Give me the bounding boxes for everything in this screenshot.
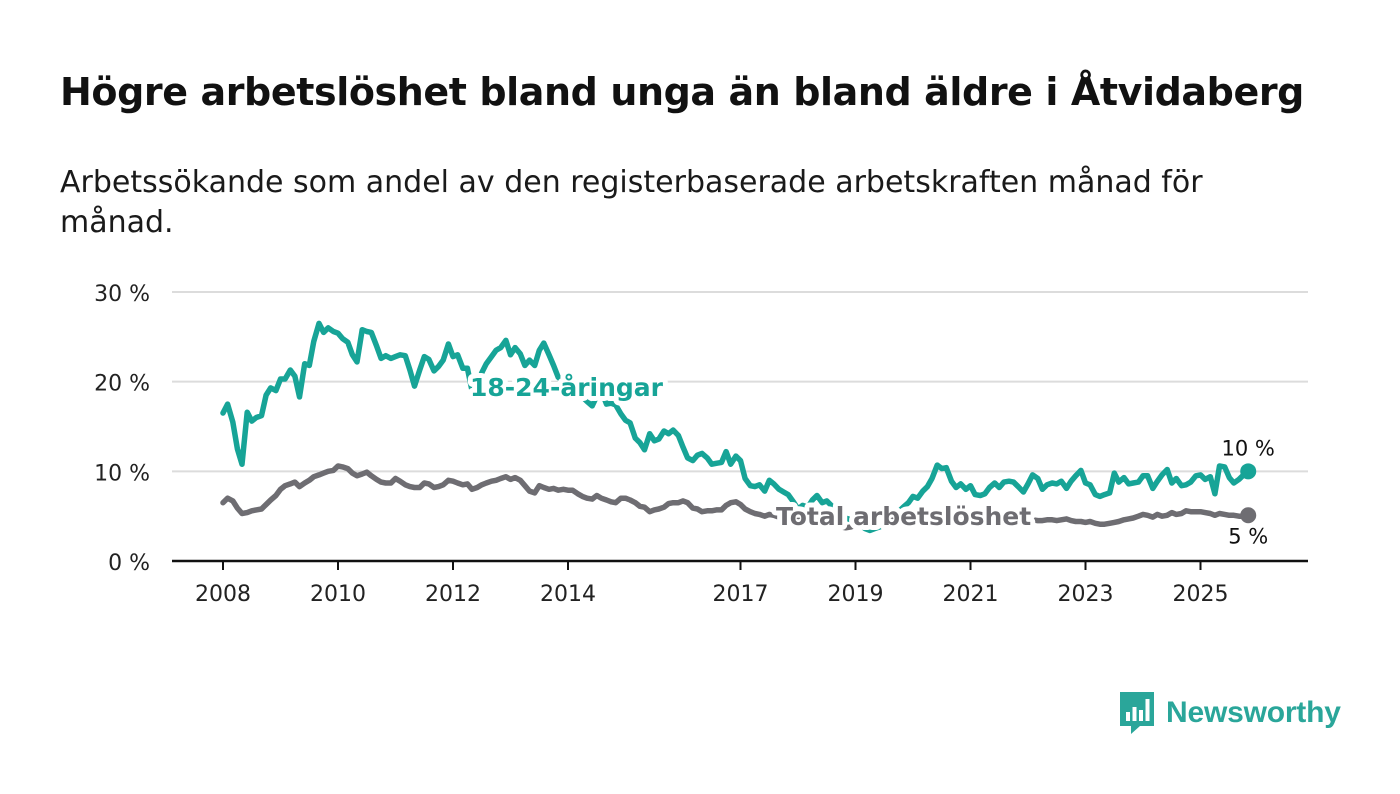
x-tick-label: 2012 <box>425 582 481 607</box>
x-tick-label: 2010 <box>310 582 366 607</box>
brand-name: Newsworthy <box>1166 696 1341 729</box>
series-end-label: 5 % <box>1228 524 1268 548</box>
x-tick-label: 2014 <box>540 582 596 607</box>
x-tick-label: 2025 <box>1173 582 1229 607</box>
y-tick-label: 10 % <box>94 461 150 486</box>
series-line-total <box>220 463 1251 531</box>
y-gridlines <box>172 291 1308 473</box>
x-tick-label: 2019 <box>828 582 884 607</box>
series-end-label: 10 % <box>1222 436 1275 460</box>
x-tick-label: 2021 <box>943 582 999 607</box>
series-end-point <box>1240 463 1257 480</box>
y-axis-tick-labels: 0 % 10 % 20 % 30 % <box>94 282 150 576</box>
x-tick-label: 2023 <box>1058 582 1114 607</box>
newsworthy-chart-icon <box>1120 692 1154 734</box>
x-axis: 2008 2010 2012 2014 2017 2019 2021 2023 2025 <box>172 559 1308 607</box>
y-tick-label: 20 % <box>94 372 150 397</box>
y-tick-label: 30 % <box>94 282 150 307</box>
series-name-label: 18-24-åringar <box>470 373 664 402</box>
chart-subtitle: Arbetssökande som andel av den registerb… <box>60 165 1203 240</box>
series-name-label: Total arbetslöshet <box>776 502 1031 531</box>
series-name-halo: 18-24-åringar <box>470 373 664 402</box>
series-end-point <box>1240 507 1257 524</box>
series-line-young <box>220 320 1251 534</box>
newsworthy-logo: Newsworthy <box>1118 690 1341 736</box>
y-tick-label: 0 % <box>108 551 150 576</box>
x-tick-label: 2017 <box>713 582 769 607</box>
series-lines <box>220 320 1257 534</box>
series-name-halo: Total arbetslöshet <box>776 502 1031 531</box>
x-tick-label: 2008 <box>195 582 251 607</box>
chart-title: Högre arbetslöshet bland unga än bland ä… <box>60 70 1304 114</box>
